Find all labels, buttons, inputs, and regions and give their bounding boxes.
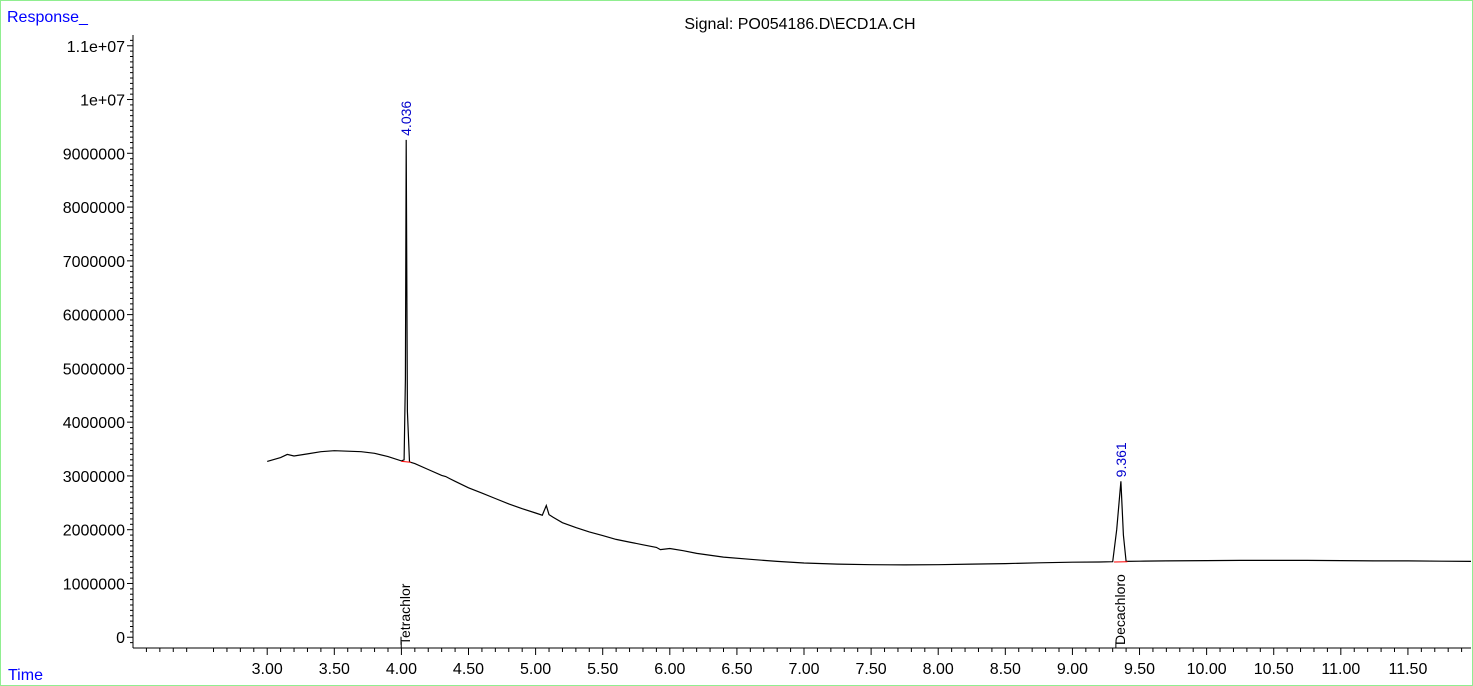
y-tick-label: 2000000 bbox=[63, 523, 125, 540]
integration-baseline bbox=[401, 460, 411, 463]
y-tick-label: 6000000 bbox=[63, 308, 125, 325]
x-tick-label: 5.00 bbox=[520, 661, 551, 678]
x-tick-label: 8.00 bbox=[923, 661, 954, 678]
x-tick-label: 8.50 bbox=[990, 661, 1021, 678]
peak-time-label: 9.361 bbox=[1113, 442, 1129, 477]
y-tick-label: 1.1e+07 bbox=[67, 39, 125, 56]
signal-trace bbox=[267, 139, 1472, 566]
x-tick-label: 11.00 bbox=[1321, 661, 1360, 678]
compound-label: Decachloro bbox=[1112, 574, 1128, 645]
x-tick-label: 10.50 bbox=[1254, 661, 1294, 678]
x-tick-label: 6.50 bbox=[721, 661, 752, 678]
response-axis-label: Response_ bbox=[7, 9, 88, 26]
y-tick-label: 1000000 bbox=[63, 576, 125, 593]
x-tick-label: 3.00 bbox=[252, 661, 283, 678]
y-tick-label: 5000000 bbox=[63, 361, 125, 378]
time-axis-label: Time bbox=[8, 667, 43, 684]
x-tick-label: 11.50 bbox=[1388, 661, 1427, 678]
y-tick-label: 9000000 bbox=[63, 146, 125, 163]
y-tick-label: 7000000 bbox=[63, 254, 125, 271]
x-tick-label: 9.00 bbox=[1057, 661, 1088, 678]
x-tick-label: 7.00 bbox=[788, 661, 819, 678]
x-tick-label: 4.50 bbox=[453, 661, 484, 678]
x-tick-label: 5.50 bbox=[587, 661, 618, 678]
x-tick-label: 4.00 bbox=[386, 661, 417, 678]
x-tick-label: 6.00 bbox=[654, 661, 685, 678]
x-tick-label: 3.50 bbox=[319, 661, 350, 678]
x-tick-label: 10.00 bbox=[1187, 661, 1227, 678]
y-tick-label: 8000000 bbox=[63, 200, 125, 217]
y-tick-label: 0 bbox=[116, 630, 125, 647]
x-tick-label: 9.50 bbox=[1124, 661, 1155, 678]
y-tick-label: 4000000 bbox=[63, 415, 125, 432]
y-tick-label: 3000000 bbox=[63, 469, 125, 486]
chart-title: Signal: PO054186.D\ECD1A.CH bbox=[684, 16, 916, 33]
compound-label: Tetrachlor bbox=[397, 583, 413, 645]
x-tick-label: 7.50 bbox=[856, 661, 887, 678]
y-tick-label: 1e+07 bbox=[80, 93, 125, 110]
peak-time-label: 4.036 bbox=[398, 101, 414, 136]
